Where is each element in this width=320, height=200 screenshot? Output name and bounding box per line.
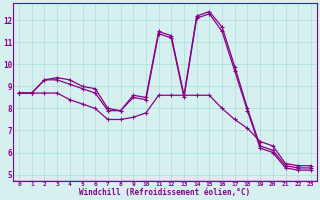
X-axis label: Windchill (Refroidissement éolien,°C): Windchill (Refroidissement éolien,°C) xyxy=(79,188,251,197)
